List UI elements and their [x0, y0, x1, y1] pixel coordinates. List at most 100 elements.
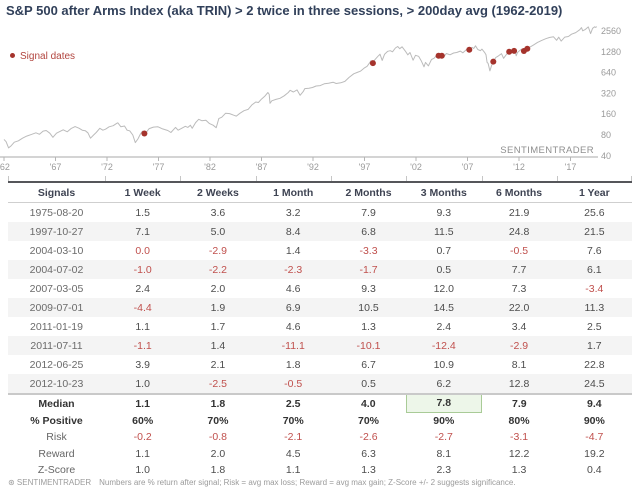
- summary-label: Reward: [38, 447, 75, 460]
- signal-dot: [511, 47, 518, 54]
- summary-label: Risk: [46, 431, 67, 444]
- return-value: 7.7: [511, 263, 527, 276]
- column-header: 6 Months: [481, 181, 557, 203]
- summary-value: -4.7: [585, 431, 604, 444]
- summary-value: 1.1: [135, 447, 150, 460]
- column-boundary-tick: [105, 176, 106, 181]
- column-boundary-tick: [481, 176, 483, 181]
- return-value: 0.7: [436, 244, 452, 257]
- return-value: 25.6: [584, 206, 605, 219]
- y-axis-label: 80: [601, 130, 611, 140]
- table-row: 2004-03-10 0.0 -2.9 1.4 -3.3 0.7 -0.5 7.6: [8, 241, 632, 260]
- return-value: 3.9: [135, 358, 150, 371]
- signal-date: 2011-07-11: [30, 339, 83, 352]
- summary-row: Reward 1.1 2.0 4.5 6.3 8.1 12.2 19.2: [8, 446, 632, 463]
- return-value: -1.1: [133, 339, 152, 352]
- return-value: 2.1: [210, 358, 226, 371]
- return-value: 0.5: [436, 263, 452, 276]
- signal-dot: [369, 60, 376, 67]
- return-value: 2.5: [587, 320, 602, 333]
- return-value: -12.4: [431, 339, 456, 352]
- summary-row: % Positive 60% 70% 70% 70% 90% 80% 90%: [8, 412, 632, 429]
- page-title: S&P 500 after Arms Index (aka TRIN) > 2 …: [6, 3, 563, 18]
- x-axis-label: '62: [0, 162, 10, 172]
- table-row: 1997-10-27 7.1 5.0 8.4 6.8 11.5 24.8 21.5: [8, 222, 632, 241]
- signal-dot: [141, 130, 148, 137]
- chart-legend: Signal dates: [10, 51, 75, 62]
- footnote: ⊛ SENTIMENTRADER Numbers are % return aft…: [8, 478, 636, 487]
- return-value: 7.6: [587, 244, 602, 257]
- return-value: -1.7: [359, 263, 378, 276]
- return-value: -10.1: [356, 339, 381, 352]
- signal-date: 1997-10-27: [29, 225, 84, 238]
- watermark: SENTIMENTRADER: [500, 145, 594, 156]
- summary-row: Risk -0.2 -0.8 -2.1 -2.6 -2.7 -3.1 -4.7: [8, 429, 632, 446]
- summary-value: 70%: [282, 414, 304, 427]
- return-value: 1.7: [587, 339, 602, 352]
- return-value: 8.1: [511, 358, 527, 371]
- x-axis-label: '17: [565, 162, 577, 172]
- summary-value: 1.8: [180, 393, 256, 412]
- return-value: 6.2: [436, 377, 452, 390]
- return-value: 6.1: [587, 263, 602, 276]
- legend-label: Signal dates: [20, 51, 76, 62]
- return-value: 21.9: [508, 206, 530, 219]
- x-axis-label: '87: [256, 162, 268, 172]
- return-value: -11.1: [281, 339, 305, 352]
- return-value: 10.5: [358, 301, 379, 314]
- return-value: 2.4: [436, 320, 452, 333]
- column-header: 1 Year: [556, 181, 632, 203]
- return-value: 14.5: [433, 301, 454, 314]
- price-chart: '62 '67 '72 '77 '82 '87 '92 '97 '02 '07 '12 '17 2560…: [0, 20, 640, 176]
- column-boundary-tick: [8, 176, 9, 181]
- column-boundary-tick: [180, 176, 182, 181]
- signal-date: 2012-10-23: [29, 377, 84, 390]
- signal-date: 2009-07-01: [29, 301, 84, 314]
- signal-dot-icon: [10, 53, 15, 58]
- summary-value: 1.3: [361, 464, 376, 477]
- return-value: -4.4: [133, 301, 152, 314]
- column-boundary-tick: [330, 176, 332, 181]
- table-row: 2012-10-23 1.0 -2.5 -0.5 0.5 6.2 12.8 24.5: [8, 374, 632, 394]
- summary-label: % Positive: [30, 414, 83, 427]
- column-header: 2 Months: [330, 181, 407, 203]
- summary-label: Z-Score: [37, 464, 76, 477]
- x-axis-label: '02: [410, 162, 422, 172]
- summary-value: -0.8: [208, 431, 227, 444]
- summary-value: 2.3: [436, 464, 452, 477]
- return-value: 1.9: [210, 301, 226, 314]
- return-value: 4.6: [285, 320, 301, 333]
- signal-date: 2012-06-25: [29, 358, 84, 371]
- summary-value: -2.6: [359, 431, 378, 444]
- return-value: -2.3: [284, 263, 303, 276]
- x-axis-label: '72: [101, 162, 113, 172]
- return-value: 22.8: [584, 358, 605, 371]
- return-value: -2.9: [510, 339, 529, 352]
- summary-value: 1.1: [105, 393, 181, 412]
- signal-date: 2007-03-05: [29, 282, 84, 295]
- return-value: 2.0: [210, 282, 226, 295]
- summary-value: 7.9: [481, 393, 557, 412]
- return-value: -1.0: [133, 263, 152, 276]
- column-header: Signals: [8, 181, 106, 203]
- return-value: -2.5: [208, 377, 227, 390]
- summary-value: 80%: [508, 414, 530, 427]
- signal-dot: [524, 45, 531, 52]
- return-value: 3.4: [511, 320, 527, 333]
- table-row: 2011-01-19 1.1 1.7 4.6 1.3 2.4 3.4 2.5: [8, 317, 632, 336]
- footnote-brand: ⊛ SENTIMENTRADER: [8, 478, 92, 487]
- return-value: 1.0: [135, 377, 150, 390]
- y-axis-label: 160: [601, 109, 616, 119]
- column-header: 1 Month: [255, 181, 331, 203]
- summary-value: -0.2: [133, 431, 152, 444]
- x-axis-label: '12: [513, 162, 525, 172]
- signal-date: 2004-03-10: [29, 244, 84, 257]
- return-value: 7.9: [361, 206, 376, 219]
- summary-value: 4.5: [285, 447, 301, 460]
- return-value: 1.1: [135, 320, 150, 333]
- return-value: 2.4: [135, 282, 150, 295]
- column-boundary-tick: [631, 176, 632, 181]
- summary-label: Median: [8, 393, 106, 412]
- return-value: 0.5: [361, 377, 376, 390]
